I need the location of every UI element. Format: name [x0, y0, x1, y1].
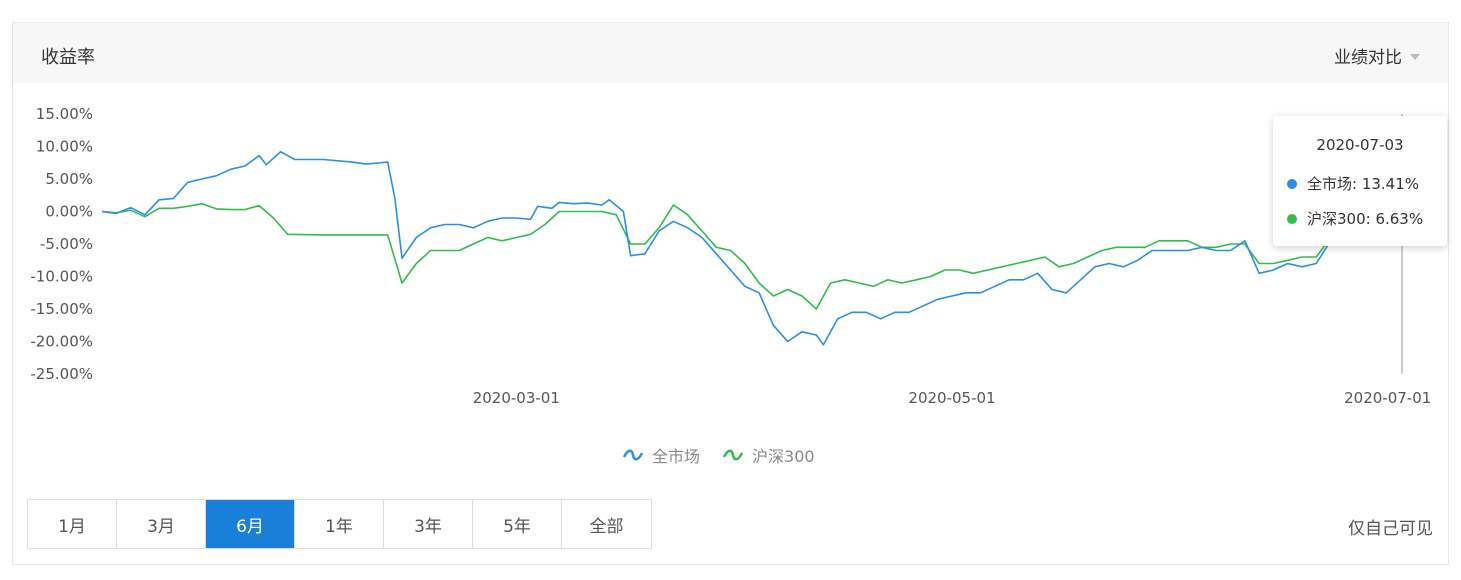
chevron-down-icon: [1410, 53, 1420, 60]
legend-label: 沪深300: [752, 447, 815, 466]
performance-compare-dropdown[interactable]: 业绩对比: [1334, 43, 1420, 68]
x-tick-label: 2020-07-01: [1344, 389, 1431, 407]
returns-card: 收益率 业绩对比: [12, 22, 1449, 565]
x-tick-label: 2020-03-01: [473, 389, 560, 407]
y-tick-label: -15.00%: [30, 300, 93, 318]
y-tick-label: 0.00%: [45, 203, 93, 221]
wave-icon: [722, 449, 744, 461]
tooltip-row-quanshichang: 全市场: 13.41%: [1287, 173, 1419, 194]
range-button-3m[interactable]: 3月: [117, 500, 206, 548]
y-tick-label: 10.00%: [36, 138, 93, 156]
tooltip-value: 全市场: 13.41%: [1307, 175, 1420, 193]
x-tick-label: 2020-05-01: [908, 389, 995, 407]
legend-item-quanshichang[interactable]: 全市场: [622, 443, 700, 467]
series-line-quanshichang: [101, 124, 1403, 346]
legend-item-hushen300[interactable]: 沪深300: [722, 443, 815, 467]
y-tick-label: -20.00%: [30, 333, 93, 351]
tooltip-date: 2020-07-03: [1316, 136, 1404, 154]
chart-tooltip: 2020-07-03 全市场: 13.41% 沪深300: 6.63%: [1273, 116, 1447, 246]
range-button-6m[interactable]: 6月: [206, 500, 295, 548]
wave-icon: [622, 449, 644, 461]
chart-legend: 全市场 沪深300: [622, 443, 815, 467]
series-line-hushen300: [101, 168, 1403, 310]
y-tick-label: -10.00%: [30, 268, 93, 286]
y-tick-label: 5.00%: [45, 170, 93, 188]
series-dot: [1287, 178, 1297, 189]
range-button-1y[interactable]: 1年: [295, 500, 384, 548]
compare-label: 业绩对比: [1334, 48, 1402, 68]
card-header: 收益率 业绩对比: [13, 23, 1448, 83]
y-tick-label: -25.00%: [30, 365, 93, 383]
card-title: 收益率: [41, 47, 95, 68]
series-dot: [1287, 213, 1297, 224]
tooltip-value: 沪深300: 6.63%: [1307, 210, 1424, 228]
tooltip-row-hushen300: 沪深300: 6.63%: [1287, 208, 1423, 229]
time-range-selector: 1月 3月 6月 1年 3年 5年 全部: [27, 499, 652, 549]
range-button-all[interactable]: 全部: [562, 500, 651, 548]
range-button-5y[interactable]: 5年: [473, 500, 562, 548]
range-button-1m[interactable]: 1月: [28, 500, 117, 548]
y-tick-label: -5.00%: [40, 235, 93, 253]
range-button-3y[interactable]: 3年: [384, 500, 473, 548]
legend-label: 全市场: [652, 447, 701, 466]
y-tick-label: 15.00%: [36, 105, 93, 123]
visibility-note: 仅自己可见: [1348, 519, 1433, 539]
